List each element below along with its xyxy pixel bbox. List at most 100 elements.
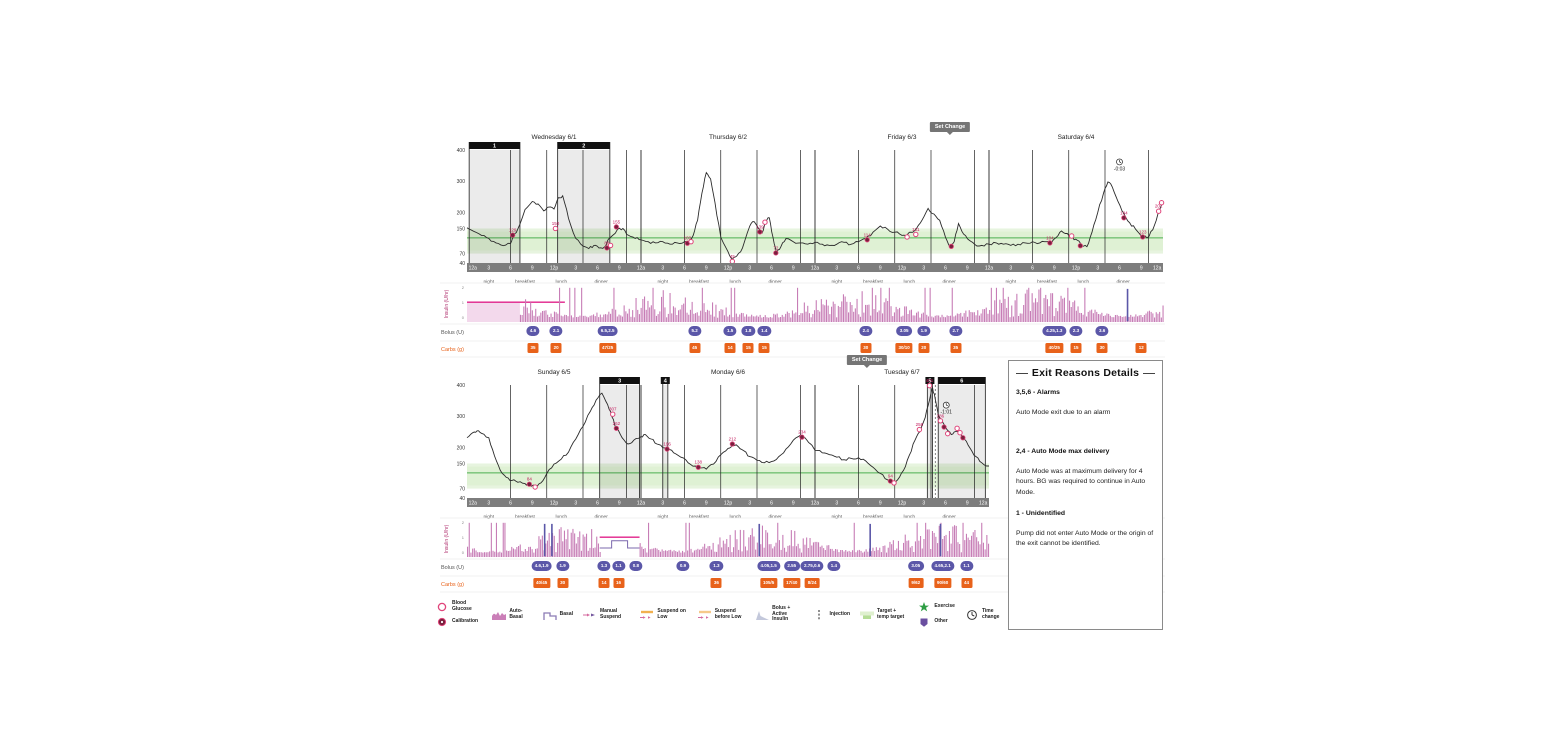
time-tick: 3 <box>1096 266 1099 272</box>
suspend-before-low-icon <box>697 609 713 621</box>
calibration-marker <box>1121 215 1127 221</box>
time-tick: 9 <box>1140 266 1143 272</box>
bolus-value: 2.55 <box>783 561 800 571</box>
carbs-value: 30 <box>557 578 569 588</box>
bg-value-label: 234 <box>798 430 806 435</box>
calibration-marker <box>1077 243 1083 249</box>
bg-marker <box>1155 208 1162 214</box>
meal-label: dinner <box>942 279 956 285</box>
time-tick: 9 <box>618 501 621 507</box>
day-label: Monday 6/6 <box>711 369 745 376</box>
bolus-value: 4.25,1.3 <box>1042 326 1066 336</box>
glucose-charts[interactable]: Wednesday 6/1 Thursday 6/2 Friday 6/3 Satur… <box>440 115 1168 640</box>
meal-label: dinner <box>768 514 782 520</box>
legend-item-auto-basal: Auto-Basal <box>491 608 532 621</box>
legend-item-time-change: Time change <box>964 608 1009 621</box>
exit-number-box <box>938 377 986 384</box>
exit-number-box <box>557 142 610 149</box>
time-tick: 6 <box>857 501 860 507</box>
bg-value-label: 262 <box>613 421 621 426</box>
time-tick: 6 <box>770 266 773 272</box>
meal-label: breakfast <box>863 514 883 520</box>
suspend-on-low-icon <box>639 609 655 621</box>
bg-value-label: 104 <box>1046 235 1054 240</box>
bolus-value: 6.5,2.5 <box>597 326 619 336</box>
bg-marker <box>532 484 538 490</box>
time-tick: 3 <box>1009 266 1012 272</box>
exit-reason-heading-alarms: 3,5,6 - Alarms <box>1016 389 1060 396</box>
bolus-value: 1.4 <box>757 326 771 336</box>
time-tick: 3 <box>661 266 664 272</box>
chart-1: Wednesday 6/1 Thursday 6/2 Friday 6/3 Satur… <box>440 134 1165 358</box>
time-tick: 6 <box>683 266 686 272</box>
time-tick: 12p <box>550 266 559 272</box>
auto-mode-exit-region <box>469 150 520 263</box>
legend-label: Suspend before Low <box>714 607 742 620</box>
time-tick: 6 <box>596 266 599 272</box>
legend-item-exercise: Exercise <box>916 601 955 613</box>
exit-reason-body-max-delivery: Auto Mode was at maximum delivery for 4 … <box>1016 468 1146 496</box>
carbs-row-label: Carbs (g) <box>441 347 464 353</box>
meal-label: breakfast <box>515 514 535 520</box>
bg-value-label: 258 <box>916 422 924 427</box>
insulin-scale-tick: 1 <box>462 535 465 540</box>
bolus-value: 5.2 <box>688 326 702 336</box>
bolus-value: 2.1 <box>549 326 563 336</box>
exit-number-box <box>599 377 640 384</box>
legend-label: Target + temp target <box>877 607 905 620</box>
set-change-badge-top: Set Change <box>929 122 971 132</box>
legend-item-calibration: Calibration <box>434 616 482 628</box>
time-tick: 12a <box>979 501 988 507</box>
calibration-marker <box>613 425 619 431</box>
bg-value-label: 103 <box>684 236 692 241</box>
carbs-value: 90/60 <box>933 578 952 588</box>
y-axis-tick: 70 <box>459 486 465 492</box>
legend-group: Suspend on Low <box>639 608 687 621</box>
bolus-value: 4.05,1.5 <box>756 561 781 571</box>
carbs-value: 35 <box>950 343 962 353</box>
meal-label: night <box>832 279 843 285</box>
auto-mode-exit-region <box>662 385 668 498</box>
bolus-value: 2.4 <box>859 326 873 336</box>
meal-label: breakfast <box>515 279 535 285</box>
bolus-value: 1.8 <box>741 326 755 336</box>
bg-value-label: 212 <box>729 437 737 442</box>
legend-item-target-temp-target: Target + temp target <box>859 607 907 621</box>
exit-number: 3 <box>618 379 621 385</box>
sensor-glucose-trace <box>466 171 1164 260</box>
carbs-value: 105/5 <box>759 578 778 588</box>
day-label: Wednesday 6/1 <box>531 134 576 141</box>
time-change-value: -0:03 <box>1114 166 1126 172</box>
y-axis-tick: 200 <box>457 211 466 217</box>
bg-marker <box>937 418 944 424</box>
carbs-value: 12 <box>1135 343 1147 353</box>
meal-label: dinner <box>768 279 782 285</box>
insulin-scale-tick: 2 <box>462 285 465 290</box>
bolus-row-label: Bolus (U) <box>441 330 464 336</box>
bolus-value: 2.75,0.6 <box>800 561 824 571</box>
legend-group: Blood Glucose Calibration <box>434 600 482 628</box>
bolus-spike <box>939 523 942 557</box>
calibration-marker <box>864 237 870 243</box>
target-temp-target-icon <box>859 609 875 621</box>
time-tick: 3 <box>574 501 577 507</box>
meal-label: dinner <box>594 279 608 285</box>
bg-marker <box>926 382 933 389</box>
bg-marker <box>607 242 614 249</box>
title-rule-right <box>1143 372 1156 374</box>
legend-label: Other <box>934 618 948 625</box>
time-tick: 6 <box>770 501 773 507</box>
carbs-value: 14 <box>724 343 736 353</box>
pump-report: Wednesday 6/1 Thursday 6/2 Friday 6/3 Satur… <box>437 115 1168 640</box>
time-tick: 9 <box>705 266 708 272</box>
time-tick: 9 <box>705 501 708 507</box>
bolus-value: 3.05 <box>907 561 924 571</box>
exit-reason-heading-max-delivery: 2,4 - Auto Mode max delivery <box>1016 448 1110 456</box>
calibration-marker <box>1047 240 1053 246</box>
title-rule-left <box>1016 372 1028 374</box>
bolus-spike <box>758 523 761 557</box>
legend-item-basal: Basal <box>542 609 573 621</box>
legend-label: Blood Glucose <box>452 600 472 612</box>
insulin-axis-label: Insulin (U/hr) <box>444 289 450 318</box>
